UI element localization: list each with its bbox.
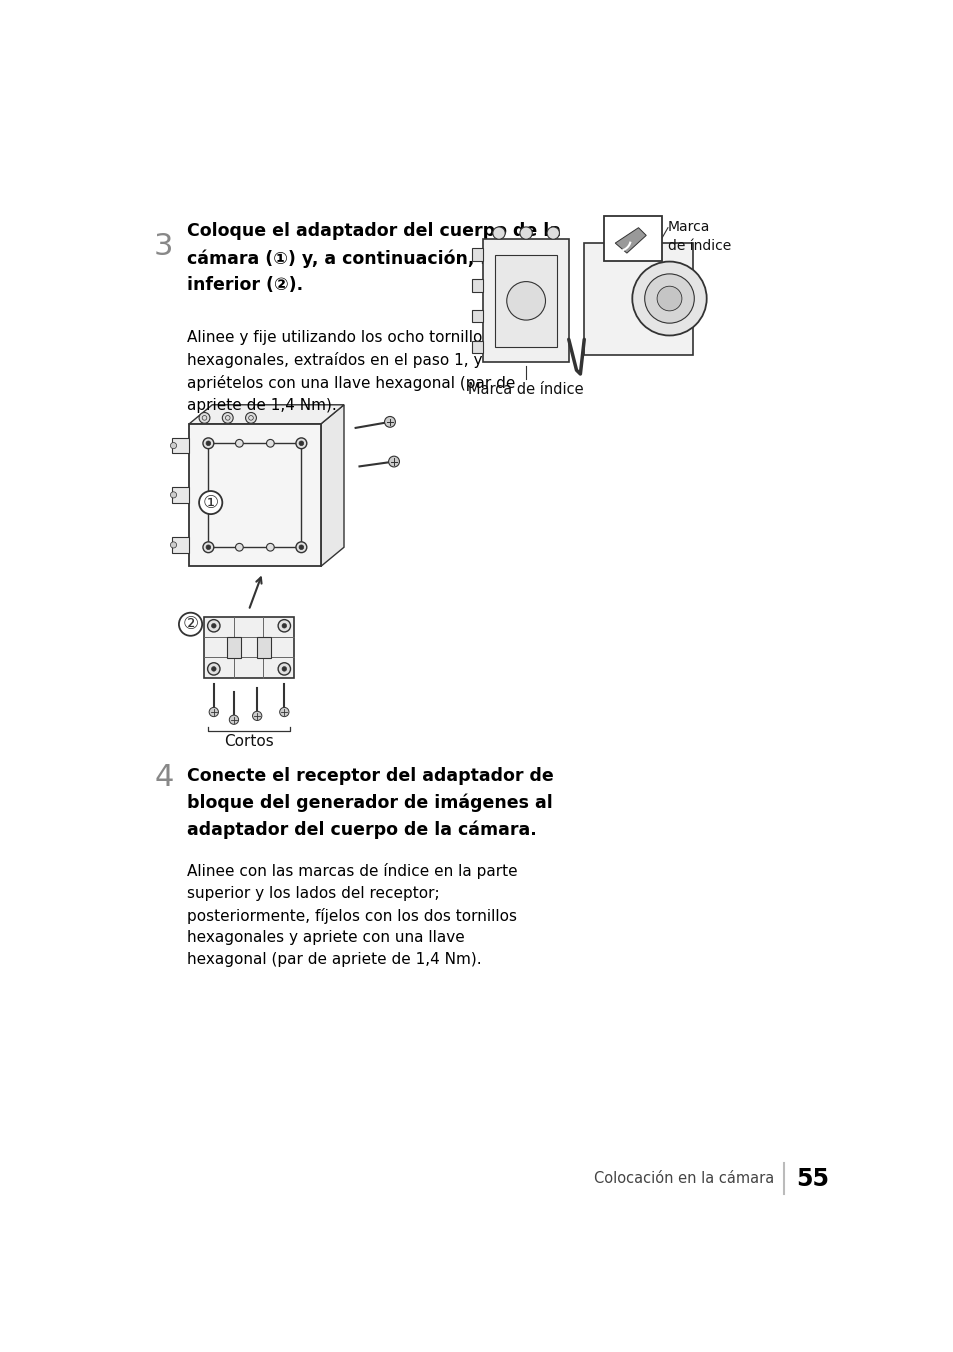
Circle shape	[206, 545, 211, 549]
Circle shape	[199, 412, 210, 423]
Circle shape	[295, 542, 307, 553]
Circle shape	[298, 441, 303, 446]
Circle shape	[208, 619, 220, 631]
Circle shape	[644, 274, 694, 323]
Bar	[472, 341, 483, 353]
Bar	[472, 249, 483, 261]
Circle shape	[493, 227, 505, 239]
Bar	[583, 243, 692, 354]
Circle shape	[388, 456, 399, 466]
Bar	[483, 239, 568, 362]
Text: 55: 55	[796, 1167, 828, 1191]
Bar	[472, 280, 483, 292]
Circle shape	[282, 623, 286, 629]
Text: Coloque el adaptador del cuerpo de la
cámara (①) y, a continuación, la placa
inf: Coloque el adaptador del cuerpo de la cá…	[187, 222, 561, 293]
Polygon shape	[615, 227, 645, 253]
Text: Marca de índice: Marca de índice	[468, 381, 583, 396]
Circle shape	[203, 438, 213, 449]
Bar	[472, 310, 483, 322]
Circle shape	[179, 612, 202, 635]
Circle shape	[506, 281, 545, 320]
Text: Alinee con las marcas de índice en la parte
superior y los lados del receptor;
p: Alinee con las marcas de índice en la pa…	[187, 863, 517, 967]
Polygon shape	[320, 404, 344, 566]
Text: ①: ①	[202, 493, 218, 511]
Bar	[172, 438, 189, 453]
Text: Colocación en la cámara: Colocación en la cámara	[594, 1171, 773, 1186]
Text: Marca
de índice: Marca de índice	[667, 220, 730, 253]
Circle shape	[235, 544, 243, 552]
Text: Cortos: Cortos	[224, 734, 274, 749]
Text: Alinee y fije utilizando los ocho tornillos
hexagonales, extraídos en el paso 1,: Alinee y fije utilizando los ocho tornil…	[187, 330, 516, 412]
Circle shape	[253, 711, 261, 721]
Bar	[172, 487, 189, 503]
Bar	[257, 637, 271, 658]
Circle shape	[171, 492, 176, 498]
Circle shape	[384, 416, 395, 427]
Circle shape	[209, 707, 218, 717]
Circle shape	[199, 491, 222, 514]
Circle shape	[282, 667, 286, 671]
Circle shape	[212, 623, 216, 629]
Circle shape	[171, 442, 176, 449]
Circle shape	[245, 412, 256, 423]
Circle shape	[295, 438, 307, 449]
Circle shape	[657, 287, 681, 311]
Bar	[495, 254, 557, 347]
Text: 3: 3	[154, 231, 173, 261]
Circle shape	[235, 439, 243, 448]
Circle shape	[222, 412, 233, 423]
Circle shape	[203, 542, 213, 553]
Circle shape	[298, 545, 303, 549]
Bar	[189, 425, 320, 566]
Circle shape	[212, 667, 216, 671]
Bar	[172, 537, 189, 553]
Bar	[603, 216, 661, 261]
Circle shape	[278, 619, 291, 631]
Circle shape	[519, 227, 532, 239]
Bar	[227, 637, 241, 658]
Circle shape	[266, 439, 274, 448]
Circle shape	[278, 662, 291, 675]
Text: 4: 4	[154, 763, 173, 792]
Polygon shape	[189, 404, 344, 425]
Circle shape	[546, 227, 558, 239]
Text: ②: ②	[182, 615, 198, 633]
Circle shape	[208, 662, 220, 675]
Text: Conecte el receptor del adaptador de
bloque del generador de imágenes al
adaptad: Conecte el receptor del adaptador de blo…	[187, 767, 554, 840]
Circle shape	[632, 261, 706, 335]
Bar	[208, 443, 301, 548]
Circle shape	[206, 441, 211, 446]
Circle shape	[171, 542, 176, 548]
Bar	[204, 617, 294, 679]
Circle shape	[266, 544, 274, 552]
Circle shape	[229, 715, 238, 725]
Circle shape	[279, 707, 289, 717]
